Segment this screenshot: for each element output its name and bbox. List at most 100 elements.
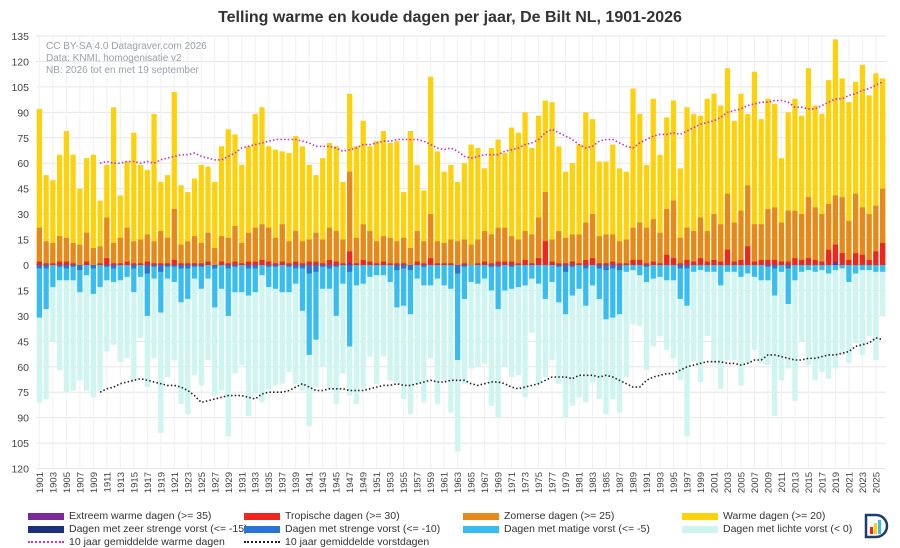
bar (178, 265, 184, 303)
bar (589, 258, 596, 265)
bar (313, 232, 319, 265)
bar (839, 265, 845, 269)
bar (367, 265, 373, 357)
bar (259, 224, 265, 265)
bar (475, 147, 481, 265)
bar (428, 258, 434, 265)
bar (326, 142, 333, 265)
bar (212, 181, 218, 265)
legend-swatch (244, 541, 280, 543)
bar (643, 164, 650, 265)
bar (461, 265, 467, 384)
x-tick-label: 1903 (48, 472, 59, 493)
bar (198, 263, 204, 265)
bar (630, 227, 636, 265)
bar (751, 265, 758, 350)
bar (178, 265, 184, 405)
bar (320, 265, 326, 267)
bar (90, 248, 96, 265)
bar (299, 146, 306, 265)
bar (164, 265, 171, 377)
bar (873, 265, 879, 360)
bar (502, 227, 508, 265)
x-tick-label: 1959 (426, 472, 437, 493)
legend-item: Tropische dagen (>= 30) (244, 510, 400, 522)
bar (549, 102, 555, 265)
bar (299, 241, 306, 265)
bar (475, 265, 481, 367)
bar (623, 265, 629, 377)
bar (522, 112, 528, 265)
bar (562, 237, 569, 265)
bar (63, 130, 69, 265)
bar (178, 263, 184, 265)
legend-label: Tropische dagen (>= 30) (285, 510, 400, 522)
bar (158, 263, 164, 265)
x-tick-label: 1937 (278, 472, 289, 493)
bar (414, 265, 420, 384)
bar (610, 265, 616, 269)
bar (643, 265, 650, 267)
bar (104, 217, 110, 265)
bar (212, 265, 218, 308)
bar (603, 265, 609, 271)
bar (414, 231, 420, 265)
bar (205, 261, 211, 265)
bar (387, 263, 393, 265)
bar (63, 265, 69, 269)
bar (488, 265, 494, 291)
bar (50, 265, 56, 342)
legend-swatch (244, 512, 280, 520)
bar (603, 265, 609, 415)
bar (758, 259, 764, 265)
bar (569, 261, 575, 265)
bar (643, 265, 650, 282)
legend-label: 10 jaar gemiddelde warme dagen (69, 536, 225, 548)
bar (333, 265, 339, 405)
bar (772, 103, 778, 265)
bar (421, 190, 427, 265)
bar (56, 154, 63, 265)
x-tick-label: 1997 (682, 472, 693, 493)
bar (380, 265, 387, 357)
bar (880, 188, 886, 265)
bar (144, 234, 150, 265)
bar (441, 265, 447, 286)
bar (745, 185, 751, 265)
bar (704, 261, 710, 265)
bar (826, 265, 832, 274)
bar (677, 168, 683, 265)
bar (772, 265, 778, 416)
y-tick-label: 30 (17, 209, 29, 221)
bar (596, 263, 602, 265)
bar (293, 261, 299, 265)
bar (853, 265, 859, 344)
bar (97, 265, 103, 391)
bar (407, 265, 414, 415)
legend-item: 10 jaar gemiddelde vorstdagen (244, 536, 429, 548)
bar (198, 265, 204, 267)
bar (711, 259, 717, 265)
bar (704, 265, 710, 337)
x-tick-label: 2023 (858, 472, 869, 493)
bar (731, 261, 737, 265)
bar (70, 265, 76, 391)
bar (448, 239, 454, 265)
bar (535, 265, 542, 384)
bar (468, 244, 474, 265)
bar (650, 265, 656, 347)
bar (434, 265, 441, 279)
bar (677, 263, 683, 265)
bar (481, 265, 488, 279)
bar (461, 263, 467, 265)
bar (164, 265, 171, 267)
y-tick-label: 0 (23, 260, 29, 272)
x-tick-label: 1949 (359, 472, 370, 493)
bar (778, 265, 785, 272)
x-tick-label: 2009 (763, 472, 774, 493)
bar (252, 265, 258, 293)
bar (279, 265, 285, 384)
bar (407, 265, 414, 315)
x-tick-label: 2015 (804, 472, 815, 493)
bar (832, 261, 839, 265)
